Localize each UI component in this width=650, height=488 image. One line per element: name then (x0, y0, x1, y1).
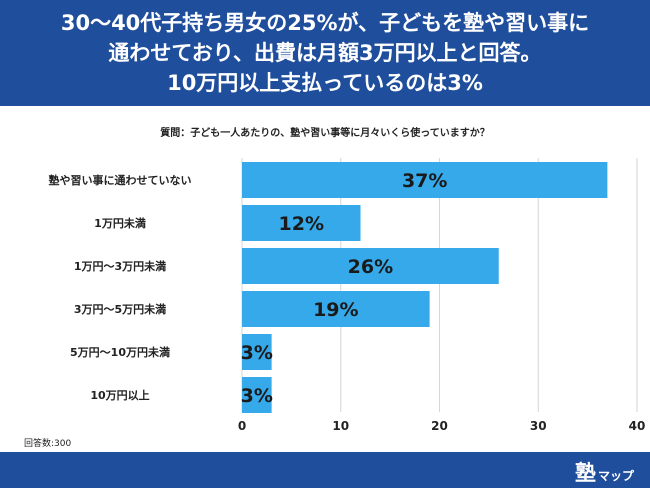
bar (242, 162, 608, 198)
x-tick-label: 30 (530, 419, 547, 433)
brand-name: マップ (597, 469, 634, 483)
brand-logo: 塾 マップ (575, 457, 634, 487)
bar-chart: 0 10 20 30 40 塾や習い事に通わせていない 37% 1万円未満 12% 1万円〜3万円… (49, 158, 646, 433)
x-tick-label: 10 (332, 419, 349, 433)
data-label: 12% (279, 213, 324, 235)
data-label: 19% (313, 299, 358, 321)
bar (242, 205, 361, 241)
headline-line-3: 10万円以上支払っているのは3% (167, 71, 483, 95)
category-label: 1万円未満 (94, 216, 146, 230)
category-label: 10万円以上 (90, 388, 149, 402)
x-tick-label: 40 (629, 419, 646, 433)
data-label: 3% (241, 385, 273, 407)
data-label: 26% (348, 256, 393, 278)
category-label: 5万円〜10万円未満 (70, 345, 170, 359)
footer-bar: 塾 マップ (0, 452, 650, 488)
x-tick-label: 20 (431, 419, 448, 433)
category-label: 3万円〜5万円未満 (74, 302, 166, 316)
bar (242, 291, 430, 327)
data-label: 37% (402, 170, 447, 192)
category-label: 1万円〜3万円未満 (74, 259, 166, 273)
response-count: 回答数:300 (24, 439, 72, 449)
survey-question: 質問：子ども一人あたりの、塾や習い事等に月々いくら使っていますか？ (160, 128, 490, 139)
bar (242, 334, 272, 370)
x-tick-label: 0 (238, 419, 246, 433)
headline-line-2: 通わせており、出費は月額3万円以上と回答。 (108, 41, 542, 65)
bar (242, 248, 499, 284)
brand-mark: 塾 (574, 461, 596, 485)
headline-line-1: 30〜40代子持ち男女の25%が、子どもを塾や習い事に (60, 11, 590, 35)
bar (242, 377, 272, 413)
header-banner: 30〜40代子持ち男女の25%が、子どもを塾や習い事に 通わせており、出費は月額… (0, 0, 650, 106)
category-label: 塾や習い事に通わせていない (49, 173, 192, 187)
data-label: 3% (241, 342, 273, 364)
